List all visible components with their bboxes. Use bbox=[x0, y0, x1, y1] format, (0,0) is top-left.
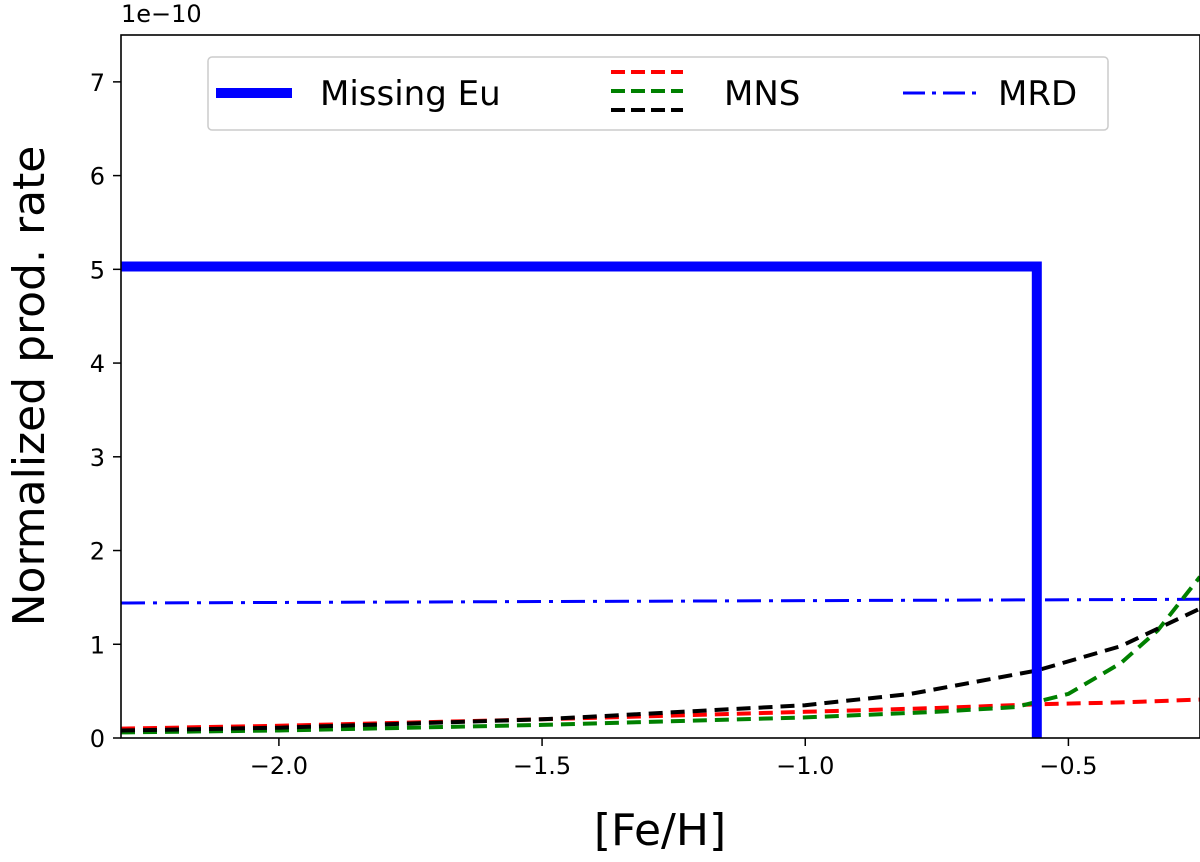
y-tick-label: 6 bbox=[90, 163, 105, 191]
y-axis-title: Normalized prod. rate bbox=[4, 146, 55, 627]
legend-label-mrd: MRD bbox=[998, 74, 1077, 114]
y-tick-label: 4 bbox=[90, 350, 105, 378]
legend: Missing Eu MNS MRD bbox=[207, 56, 1109, 131]
plot-frame bbox=[120, 34, 1200, 739]
plot-area bbox=[121, 35, 1200, 738]
x-tick-label: −1.0 bbox=[776, 752, 834, 780]
x-tick-label: −2.0 bbox=[250, 752, 308, 780]
series-line-mns-2 bbox=[121, 575, 1200, 735]
x-tick-label: −1.5 bbox=[513, 752, 571, 780]
y-tick-label: 2 bbox=[90, 538, 105, 566]
x-tick-label: −0.5 bbox=[1039, 752, 1097, 780]
y-tick-label: 0 bbox=[90, 725, 105, 753]
legend-frame bbox=[207, 56, 1109, 131]
series-line-mrd-4 bbox=[121, 597, 1200, 605]
x-axis-title: [Fe/H] bbox=[594, 805, 726, 856]
y-tick-label: 5 bbox=[90, 256, 105, 284]
y-tick-label: 1 bbox=[90, 631, 105, 659]
legend-label-missing-eu: Missing Eu bbox=[320, 74, 501, 114]
ticks-layer: −2.0 −1.5 −1.0 −0.5 0 1 2 3 4 5 6 7 bbox=[90, 69, 1098, 780]
legend-label-mns: MNS bbox=[724, 74, 800, 114]
series-layer bbox=[121, 261, 1200, 738]
series-line-missing-eu-0 bbox=[121, 261, 1042, 738]
y-tick-label: 7 bbox=[90, 69, 105, 97]
y-tick-label: 3 bbox=[90, 444, 105, 472]
series-line-mns-3 bbox=[121, 606, 1200, 733]
y-offset-label: 1e−10 bbox=[121, 0, 202, 28]
